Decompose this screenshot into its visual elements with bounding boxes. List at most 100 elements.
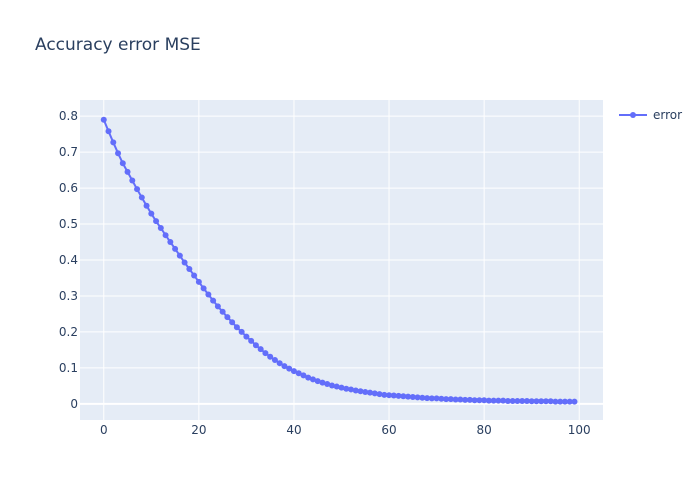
data-point xyxy=(352,387,359,394)
data-point xyxy=(500,397,507,404)
data-point xyxy=(214,303,221,310)
legend-label: error xyxy=(653,108,682,122)
data-point xyxy=(333,383,340,390)
data-point xyxy=(119,160,126,167)
data-point xyxy=(124,168,131,175)
data-point xyxy=(547,398,554,405)
y-tick-label: 0.2 xyxy=(59,325,78,339)
data-point xyxy=(485,397,492,404)
data-point xyxy=(267,353,274,360)
data-point xyxy=(395,392,402,399)
data-point xyxy=(262,350,269,357)
legend-marker xyxy=(630,112,636,118)
data-point xyxy=(210,297,217,304)
data-point xyxy=(224,314,231,321)
x-tick-label: 20 xyxy=(191,423,206,437)
data-point xyxy=(538,398,545,405)
data-point xyxy=(343,385,350,392)
y-tick-label: 0.3 xyxy=(59,289,78,303)
data-point xyxy=(557,398,564,405)
data-point xyxy=(153,218,160,225)
chart-title: Accuracy error MSE xyxy=(35,35,201,55)
data-point xyxy=(205,291,212,298)
data-point xyxy=(386,392,393,399)
y-tick-label: 0.1 xyxy=(59,361,78,375)
data-point xyxy=(433,395,440,402)
data-point xyxy=(405,393,412,400)
data-point xyxy=(195,278,202,285)
data-point xyxy=(143,202,150,209)
legend[interactable]: error xyxy=(619,108,682,122)
data-point xyxy=(400,393,407,400)
x-tick-labels: 0 20 40 60 80 100 xyxy=(100,423,591,437)
data-point xyxy=(314,378,321,385)
data-point xyxy=(319,379,326,386)
x-tick-label: 60 xyxy=(381,423,396,437)
data-point xyxy=(252,342,259,349)
data-point xyxy=(443,396,450,403)
data-point xyxy=(181,259,188,266)
series-group xyxy=(100,116,578,405)
data-point xyxy=(148,210,155,217)
data-point xyxy=(105,128,112,135)
data-point xyxy=(438,395,445,402)
data-point xyxy=(167,239,174,246)
data-point xyxy=(381,391,388,398)
y-tick-label: 0 xyxy=(70,397,78,411)
y-tick-labels: 0 0.1 0.2 0.3 0.4 0.5 0.6 0.7 0.8 xyxy=(59,109,78,411)
data-point xyxy=(348,386,355,393)
data-point xyxy=(409,393,416,400)
data-point xyxy=(371,390,378,397)
data-point xyxy=(571,398,578,405)
data-point xyxy=(286,365,293,372)
data-point xyxy=(452,396,459,403)
data-point xyxy=(338,384,345,391)
data-point xyxy=(476,397,483,404)
data-point xyxy=(495,397,502,404)
data-point xyxy=(481,397,488,404)
data-point xyxy=(447,396,454,403)
data-point xyxy=(566,398,573,405)
data-point xyxy=(162,232,169,239)
data-point xyxy=(290,368,297,375)
data-point xyxy=(257,346,264,353)
data-point xyxy=(542,398,549,405)
data-point xyxy=(238,328,245,335)
data-point xyxy=(281,363,288,370)
data-point xyxy=(523,397,530,404)
data-point xyxy=(309,376,316,383)
data-point xyxy=(424,395,431,402)
data-point xyxy=(457,396,464,403)
data-point xyxy=(271,356,278,363)
data-point xyxy=(514,397,521,404)
data-point xyxy=(519,397,526,404)
data-point xyxy=(300,372,307,379)
data-point xyxy=(490,397,497,404)
data-point xyxy=(157,225,164,231)
y-tick-label: 0.6 xyxy=(59,181,78,195)
data-point xyxy=(129,177,136,184)
data-point xyxy=(367,389,374,396)
data-point xyxy=(276,360,283,367)
data-point xyxy=(357,388,364,395)
data-point xyxy=(428,395,435,402)
data-point xyxy=(229,319,236,326)
data-point xyxy=(533,398,540,405)
data-point xyxy=(471,397,478,404)
data-point xyxy=(528,398,535,405)
data-point xyxy=(172,245,179,252)
y-tick-label: 0.5 xyxy=(59,217,78,231)
data-point xyxy=(414,394,421,401)
y-tick-label: 0.8 xyxy=(59,109,78,123)
data-point xyxy=(186,265,193,272)
data-point xyxy=(243,333,250,340)
data-point xyxy=(305,374,312,381)
x-tick-label: 0 xyxy=(100,423,108,437)
data-point xyxy=(176,252,183,259)
data-point xyxy=(200,285,207,292)
data-point xyxy=(462,396,469,403)
data-point xyxy=(233,324,240,331)
x-tick-label: 40 xyxy=(286,423,301,437)
y-grid-lines xyxy=(80,115,603,405)
